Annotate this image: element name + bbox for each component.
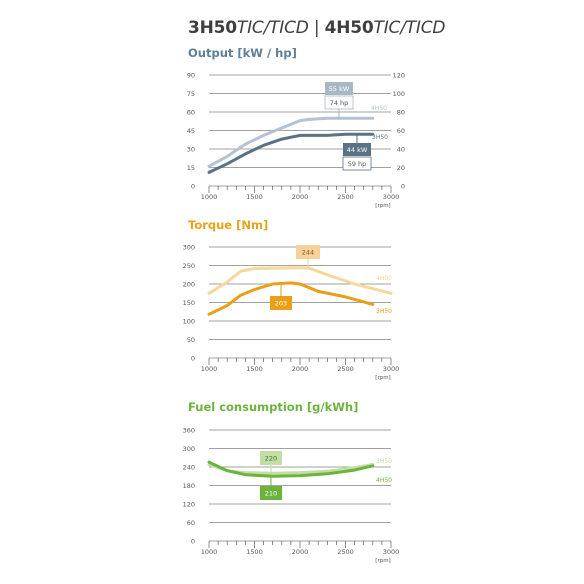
title-4h50-variant: TIC/TICD [373,18,446,38]
x-tick-label: 3000 [383,548,400,556]
y-tick-label: 100 [183,318,195,326]
series-label: 4H50 [376,477,392,484]
annotation-box [296,245,320,259]
chart-title: Fuel consumption [g/kWh] [188,400,358,414]
y-tick-label: 120 [183,501,195,509]
chart-title: Torque [Nm] [188,218,268,232]
annotation-alt-value: 59 hp [348,160,367,168]
y-tick-label: 60 [187,519,195,527]
series-label: 4H50 [371,105,387,112]
title-separator: | [308,18,325,38]
series-label: 3H50 [372,134,388,141]
y-tick-label: 300 [183,244,195,252]
y-tick-label: 200 [183,281,195,289]
x-tick-label: 2000 [292,548,309,556]
chart-output: Output [kW / hp] 0 15 30 45 60 75 90 0 20 40 60 80 10… [187,46,405,209]
page-title: 3H50TIC/TICD | 4H50TIC/TICD [188,18,446,38]
y-tick-label: 0 [191,355,195,363]
y2-tick-label: 40 [397,146,405,154]
annotation-box [325,82,353,95]
annotation-box [260,451,282,465]
annotation-value: 220 [265,455,277,463]
annotation-box [270,296,292,310]
series-line-4h50 [207,116,375,168]
x-tick-label: 1000 [201,365,218,373]
y2-tick-label: 120 [393,72,405,80]
x-tick-label: 3000 [383,365,400,373]
annotation-alt-box [324,95,354,110]
y-tick-label: 180 [183,482,195,490]
y-tick-label: 250 [183,262,195,270]
x-tick-label: 1500 [246,365,263,373]
y-tick-label: 45 [187,127,195,135]
title-3h50: 3H50 [188,18,237,38]
series-label: 3H50 [376,458,392,465]
x-tick-label: 3000 [383,193,400,201]
x-tick-label: 2000 [292,365,309,373]
chart-fuel: Fuel consumption [g/kWh] 0 60 120 180 240 300 3… [183,400,400,564]
title-4h50: 4H50 [324,18,374,38]
chart-title: Output [kW / hp] [188,46,297,60]
y-tick-label: 75 [187,90,195,98]
y-tick-label: 30 [187,146,195,154]
chart-torque: Torque [Nm] 0 50 100 150 200 250 300 1000 1500 200… [183,218,400,381]
y2-tick-label: 100 [393,90,405,98]
x-unit-label: [rpm] [375,558,390,564]
y2-tick-label: 0 [401,183,405,191]
x-tick-label: 1500 [246,548,263,556]
y-tick-label: 50 [187,336,195,344]
y2-tick-label: 20 [397,164,405,172]
x-tick-label: 2500 [337,548,354,556]
series-line-4h00 [207,266,393,295]
x-tick-label: 2500 [337,365,354,373]
y-tick-label: 0 [191,183,195,191]
y-tick-label: 15 [187,164,195,172]
series-line-4h50 [207,460,375,478]
x-tick-label: 1000 [201,548,218,556]
annotation-value: 210 [265,490,277,498]
y-tick-label: 240 [183,464,195,472]
y-tick-label: 360 [183,427,195,435]
series-label: 4H00 [376,275,392,282]
x-tick-label: 1500 [246,193,263,201]
annotation-value: 44 kW [347,146,368,154]
y-tick-label: 60 [187,109,195,117]
annotation-box [343,143,371,156]
x-tick-label: 1000 [201,193,218,201]
title-3h50-variant: TIC/TICD [236,18,309,38]
x-tick-label: 2500 [337,193,354,201]
annotation-value: 244 [302,249,314,257]
annotation-alt-value: 74 hp [330,99,349,107]
annotation-value: 55 kW [329,85,350,93]
annotation-box [260,486,282,500]
annotation-alt-box [342,156,372,171]
series-label: 3H50 [376,308,392,315]
x-unit-label: [rpm] [375,203,390,209]
x-tick-label: 2000 [292,193,309,201]
y-tick-label: 90 [187,72,195,80]
series-line-3h50 [207,132,375,174]
y-tick-label: 300 [183,445,195,453]
y-tick-label: 0 [191,538,195,546]
y-tick-label: 150 [183,299,195,307]
series-line-3h50 [207,281,375,316]
y2-tick-label: 60 [397,127,405,135]
y2-tick-label: 80 [397,109,405,117]
annotation-value: 203 [275,300,287,308]
x-unit-label: [rpm] [375,375,390,381]
